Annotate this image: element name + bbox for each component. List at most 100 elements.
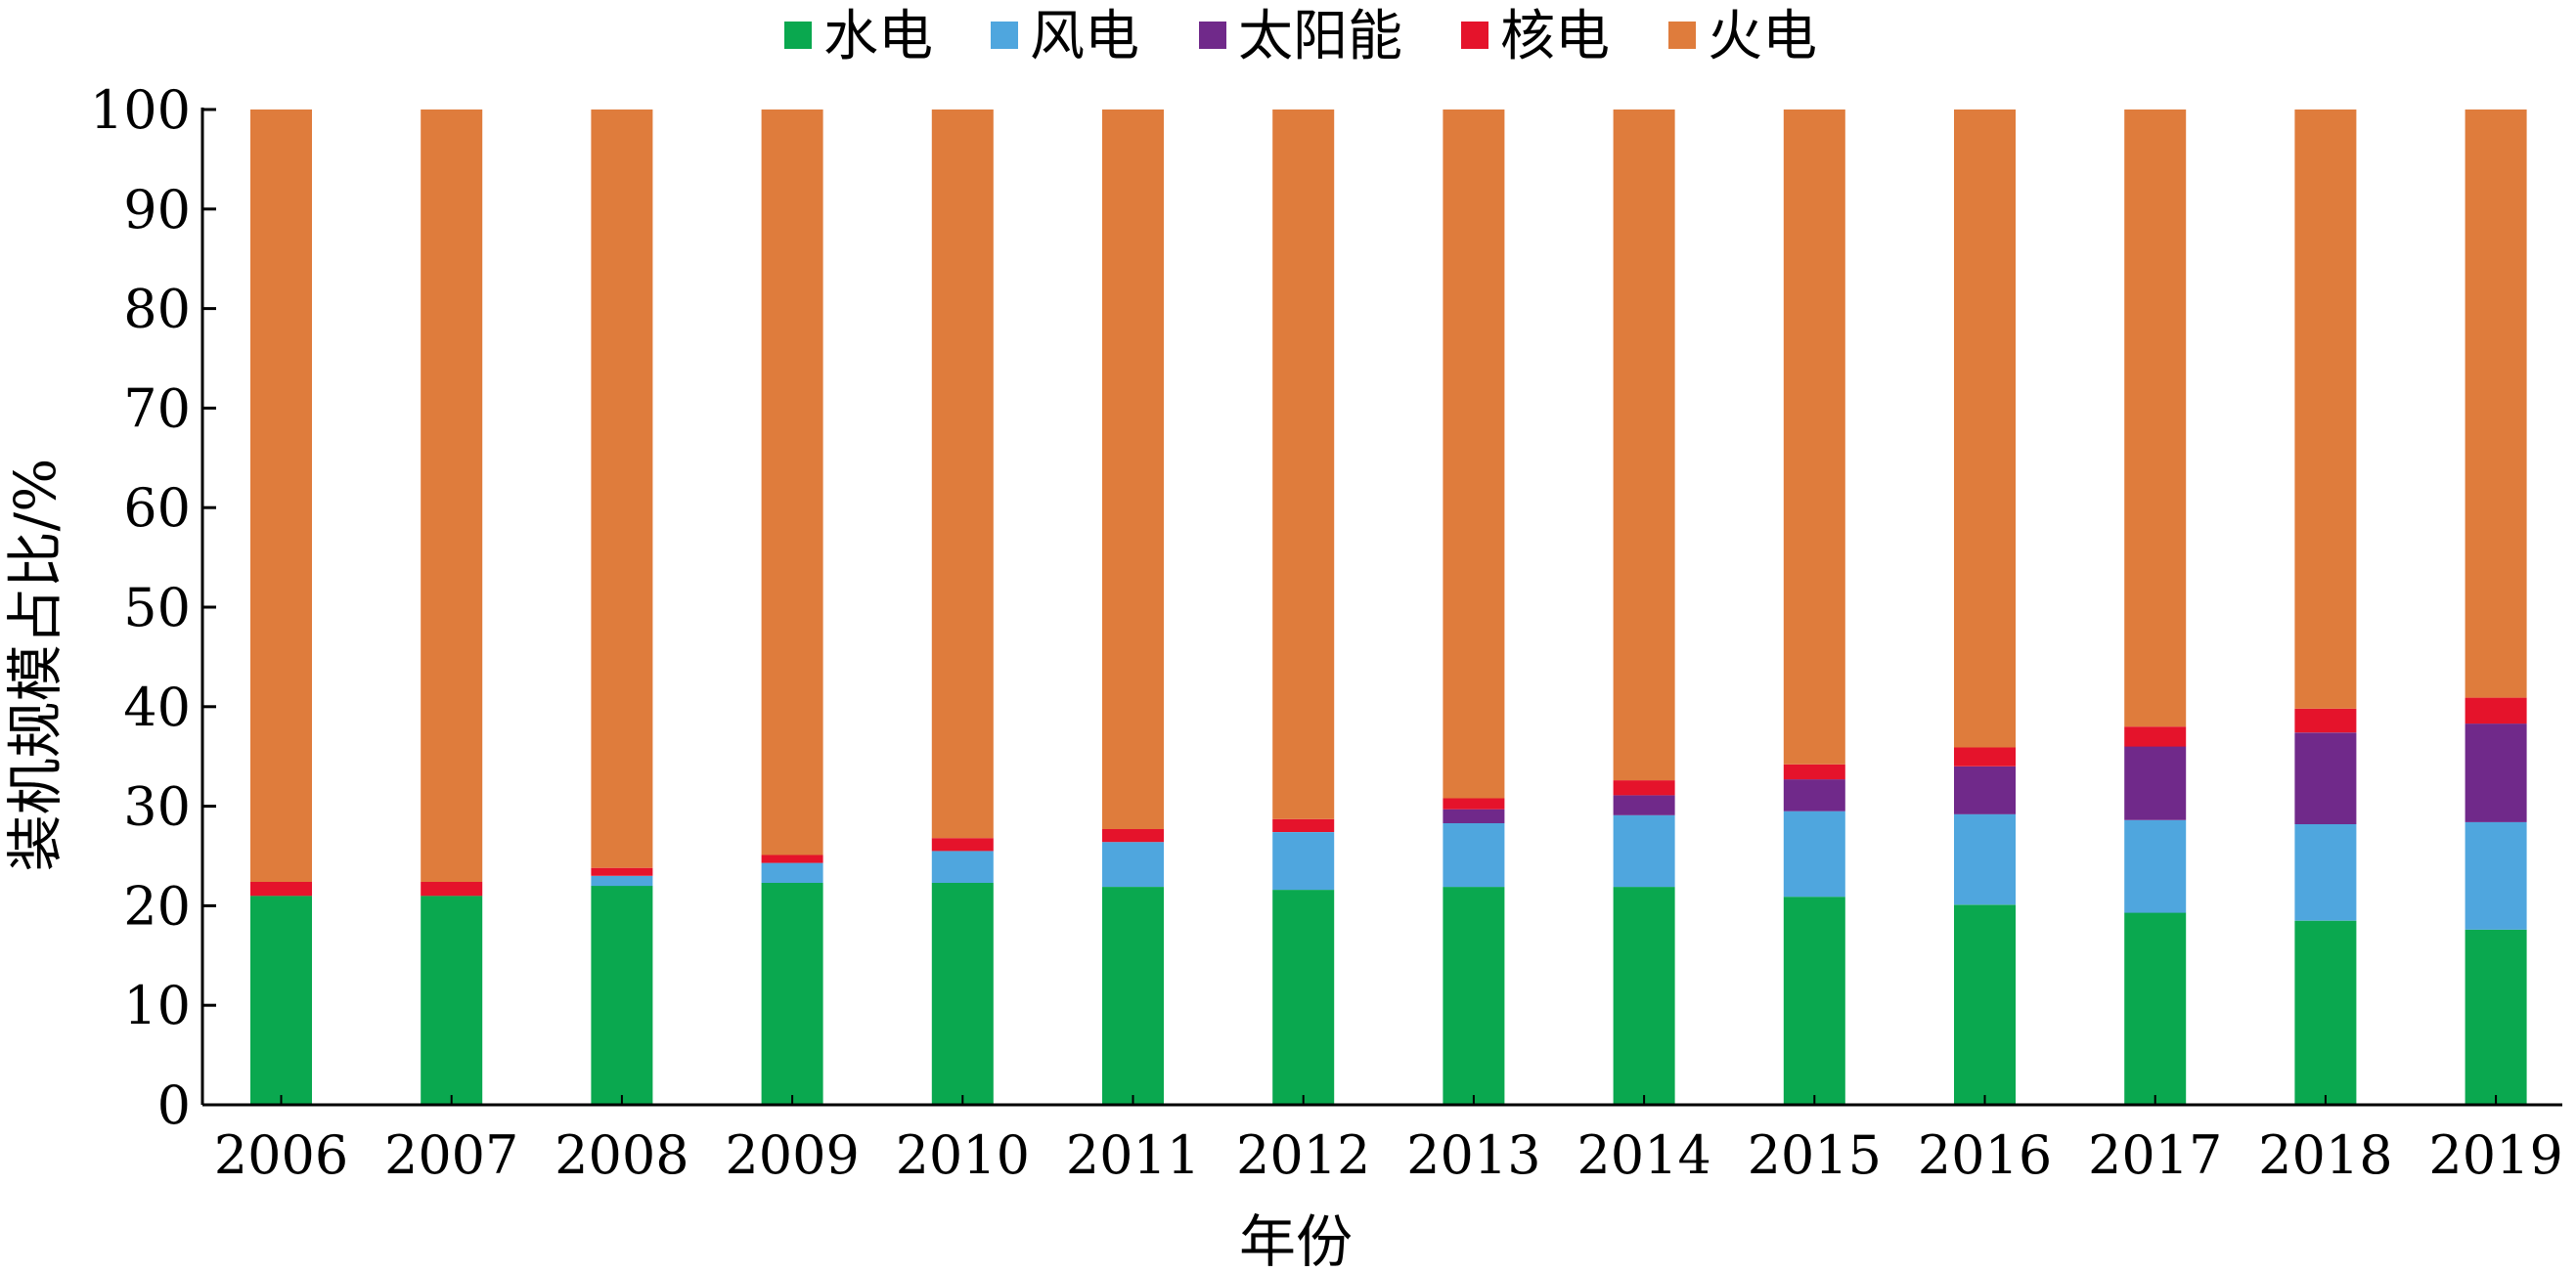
x-tick-label-2013: 2013 [1406,1124,1540,1186]
x-tick-label-2010: 2010 [896,1124,1030,1186]
bar-segment-2010-s4 [931,110,994,839]
x-tick-label-2006: 2006 [214,1124,348,1186]
y-tick-label-50: 50 [123,577,191,638]
bar-segment-2006-s0 [250,896,312,1105]
bar-segment-2006-s3 [250,882,312,897]
bar-segment-2013-s0 [1443,887,1505,1105]
bar-segment-2019-s1 [2465,821,2527,930]
x-tick-label-2019: 2019 [2428,1124,2562,1186]
bar-segment-2008-s3 [591,867,653,876]
bar-segment-2009-s1 [761,862,823,883]
x-tick-label-2008: 2008 [555,1124,688,1186]
bar-segment-2009-s4 [761,110,823,855]
legend-label-4: 火电 [1708,5,1817,68]
legend-label-3: 核电 [1500,5,1610,68]
bar-segment-2018-s3 [2294,708,2357,733]
x-tick-label-2009: 2009 [725,1124,859,1186]
bar-segment-2015-s4 [1783,110,1845,765]
bar-segment-2019-s3 [2465,697,2527,724]
y-tick-label-10: 10 [123,975,191,1036]
bar-segment-2011-s0 [1102,887,1164,1105]
y-tick-label-0: 0 [157,1075,191,1136]
bar-segment-2018-s4 [2294,110,2357,709]
x-tick-label-2015: 2015 [1748,1124,1882,1186]
x-axis-title: 年份 [1239,1208,1353,1272]
bar-segment-2012-s1 [1272,832,1335,891]
bar-segment-2009-s3 [761,855,823,863]
legend-swatch-4 [1668,22,1696,49]
y-tick-label-80: 80 [123,279,191,340]
bar-segment-2010-s0 [931,883,994,1105]
bar-segment-2015-s1 [1783,811,1845,898]
y-tick-label-40: 40 [123,677,191,738]
bar-segment-2017-s4 [2124,110,2187,727]
x-tick-label-2012: 2012 [1236,1124,1370,1186]
y-tick-label-90: 90 [123,179,191,241]
bar-segment-2013-s4 [1443,110,1505,799]
y-tick-label-30: 30 [123,776,191,838]
bar-segment-2008-s0 [591,886,653,1105]
bar-segment-2008-s1 [591,875,653,887]
bar-segment-2016-s2 [1954,766,2016,814]
bar-segment-2012-s4 [1272,110,1335,819]
bar-segment-2007-s0 [421,896,483,1105]
bar-segment-2019-s2 [2465,724,2527,822]
bar-segment-2016-s4 [1954,110,2016,748]
bar-segment-2013-s2 [1443,809,1505,823]
bar-segment-2017-s0 [2124,912,2187,1105]
x-tick-label-2016: 2016 [1918,1124,2052,1186]
bar-segment-2016-s1 [1954,813,2016,905]
legend-swatch-2 [1199,22,1226,49]
x-tick-label-2018: 2018 [2258,1124,2392,1186]
x-tick-label-2011: 2011 [1066,1124,1200,1186]
bar-segment-2016-s3 [1954,747,2016,767]
bar-segment-2017-s2 [2124,746,2187,820]
legend-swatch-1 [991,22,1018,49]
bars [250,110,2527,1105]
legend-swatch-3 [1461,22,1488,49]
bar-segment-2017-s1 [2124,819,2187,913]
bar-segment-2011-s4 [1102,110,1164,829]
bar-segment-2018-s2 [2294,732,2357,824]
bar-segment-2018-s0 [2294,920,2357,1105]
bar-segment-2007-s3 [421,882,483,897]
bar-segment-2014-s1 [1613,814,1675,888]
bar-segment-2017-s3 [2124,726,2187,747]
bar-segment-2014-s0 [1613,887,1675,1105]
legend: 水电 风电 太阳能 核电 火电 [784,5,1817,68]
bar-segment-2014-s3 [1613,780,1675,796]
y-tick-label-100: 100 [90,79,191,141]
bar-segment-2012-s3 [1272,818,1335,832]
y-axis-title: 装机规模占比/% [2,459,68,872]
bar-segment-2006-s4 [250,110,312,882]
legend-label-1: 风电 [1030,5,1139,68]
legend-label-0: 水电 [823,5,933,68]
bar-segment-2018-s1 [2294,823,2357,921]
legend-swatch-0 [784,22,812,49]
bar-segment-2011-s1 [1102,842,1164,887]
x-tick-label-2017: 2017 [2088,1124,2222,1186]
legend-label-2: 太阳能 [1238,5,1402,68]
bar-segment-2015-s2 [1783,779,1845,811]
y-tick-label-70: 70 [123,377,191,439]
bar-segment-2013-s1 [1443,822,1505,888]
bar-segment-2015-s3 [1783,764,1845,780]
bar-segment-2013-s3 [1443,798,1505,810]
y-tick-label-60: 60 [123,477,191,539]
bar-segment-2011-s3 [1102,829,1164,843]
x-tick-label-2007: 2007 [384,1124,518,1186]
bar-segment-2014-s2 [1613,795,1675,815]
bar-segment-2009-s0 [761,883,823,1105]
x-tick-label-2014: 2014 [1577,1124,1710,1186]
y-tick-label-20: 20 [123,875,191,937]
bar-segment-2016-s0 [1954,904,2016,1105]
bar-segment-2007-s4 [421,110,483,882]
bar-segment-2015-s0 [1783,897,1845,1105]
bar-segment-2014-s4 [1613,110,1675,781]
bar-segment-2010-s1 [931,851,994,883]
bar-segment-2019-s0 [2465,929,2527,1105]
bar-segment-2010-s3 [931,838,994,852]
bar-segment-2012-s0 [1272,890,1335,1105]
bar-segment-2019-s4 [2465,110,2527,698]
